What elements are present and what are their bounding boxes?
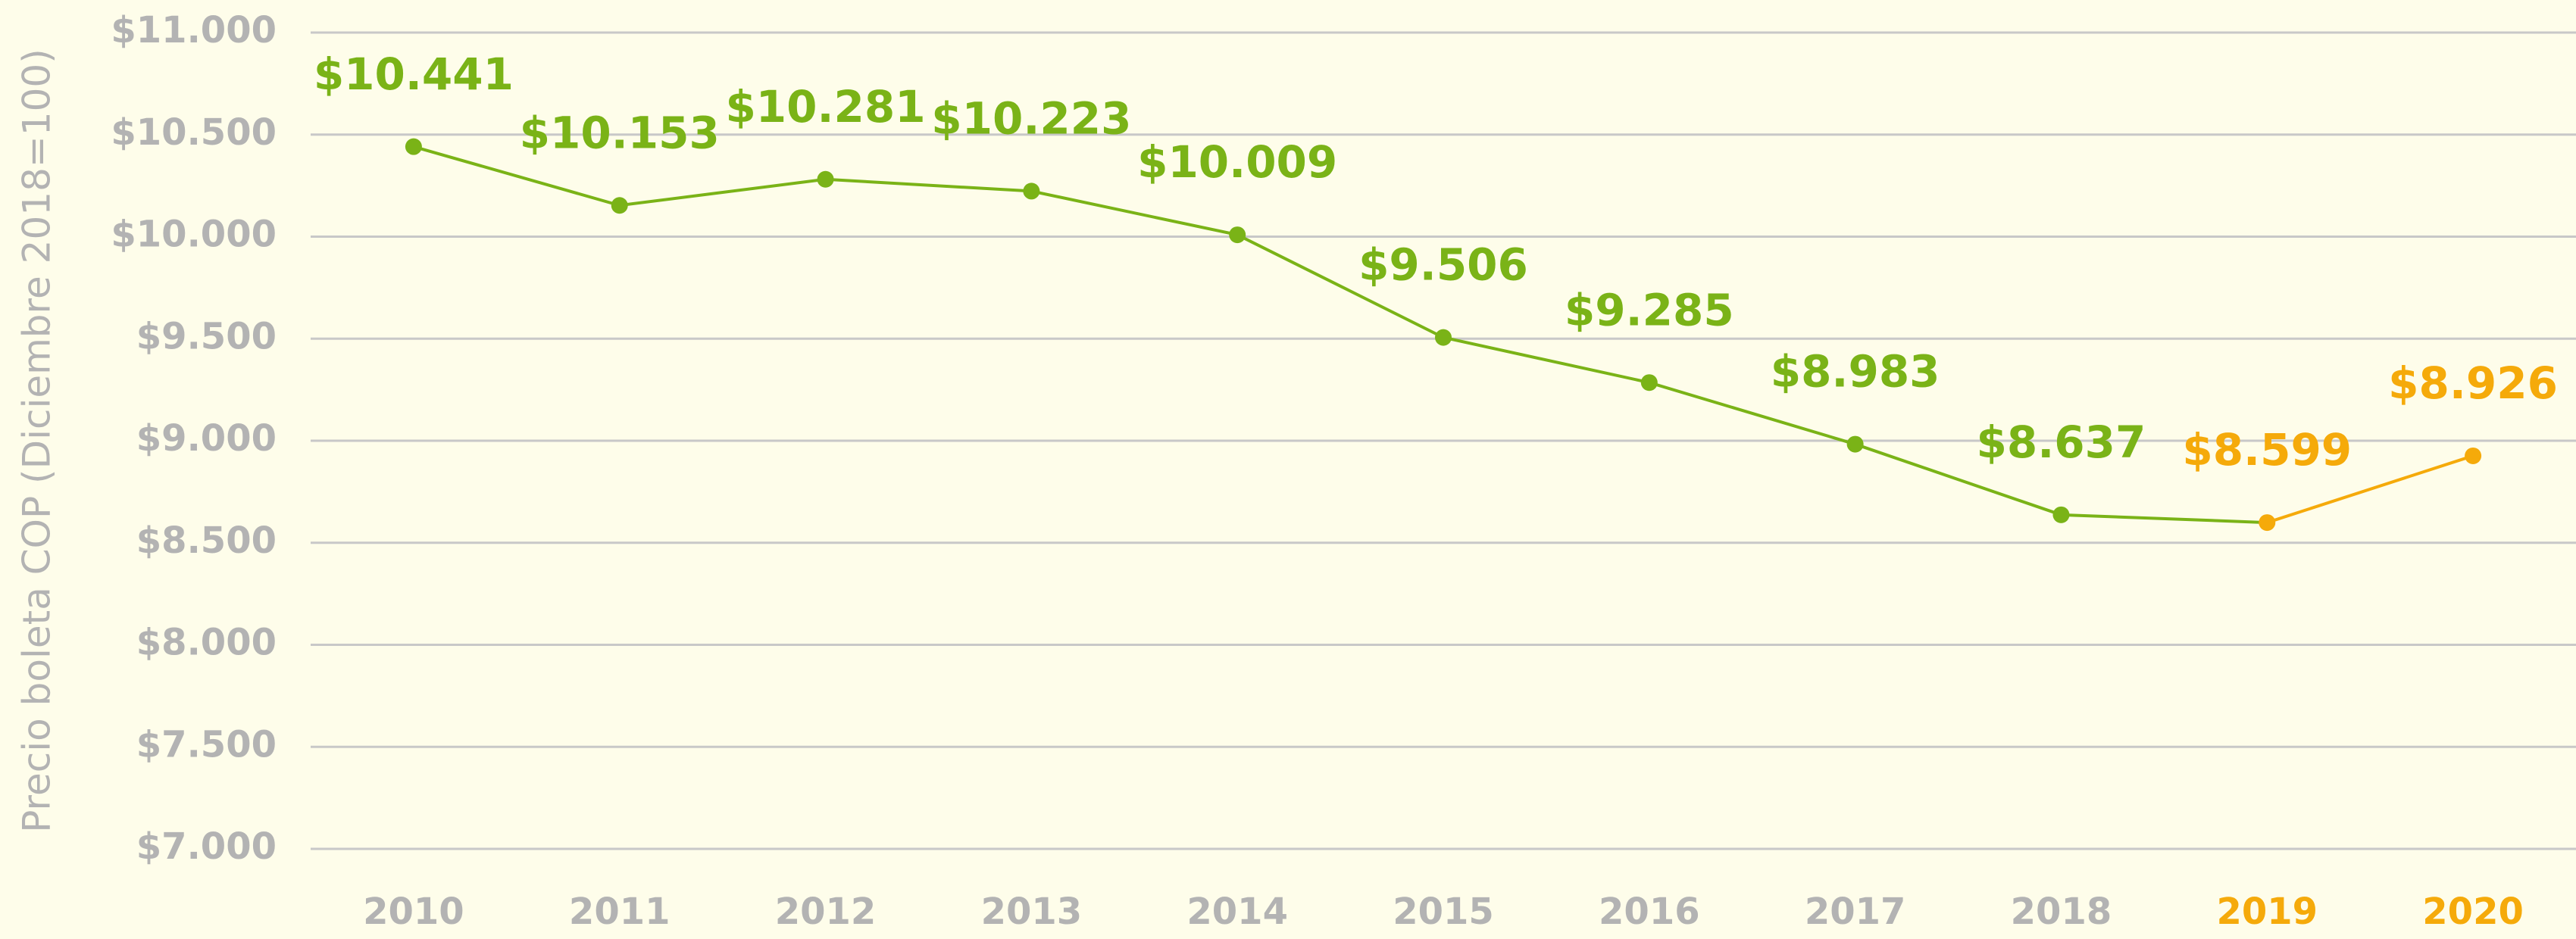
y-tick-label: $10.500 bbox=[111, 111, 277, 154]
y-tick-label: $8.000 bbox=[136, 622, 277, 664]
x-tick-label: 2014 bbox=[1186, 891, 1288, 933]
y-axis-title: Precio boleta COP (Diciembre 2018=100) bbox=[15, 48, 59, 832]
y-tick-label: $7.500 bbox=[136, 723, 277, 766]
value-label: $10.153 bbox=[520, 107, 720, 158]
value-label: $8.926 bbox=[2388, 357, 2558, 409]
x-tick-label: 2019 bbox=[2216, 891, 2318, 933]
value-label: $10.009 bbox=[1137, 136, 1337, 188]
x-tick-label: 2012 bbox=[775, 891, 877, 933]
x-tick-label: 2015 bbox=[1393, 891, 1494, 933]
value-label: $10.223 bbox=[931, 93, 1131, 145]
point bbox=[405, 138, 422, 155]
x-tick-label: 2016 bbox=[1599, 891, 1700, 933]
value-label: $8.637 bbox=[1977, 416, 2146, 468]
line bbox=[2266, 454, 2474, 524]
point bbox=[1640, 374, 1658, 392]
x-tick-label: 2020 bbox=[2422, 891, 2524, 933]
value-label: $10.441 bbox=[314, 48, 514, 100]
point bbox=[1023, 182, 1040, 200]
y-tick-label: $10.000 bbox=[111, 214, 277, 256]
point bbox=[817, 170, 834, 188]
x-tick-label: 2017 bbox=[1805, 891, 1906, 933]
value-label: $8.599 bbox=[2182, 424, 2352, 476]
value-label: $9.285 bbox=[1565, 284, 1734, 335]
line bbox=[413, 145, 2268, 525]
value-label: $10.281 bbox=[725, 81, 925, 133]
point bbox=[2259, 514, 2276, 532]
point bbox=[1229, 226, 1246, 244]
point bbox=[2465, 447, 2482, 464]
y-tick-label: $9.500 bbox=[136, 315, 277, 357]
y-tick-label: $9.000 bbox=[136, 417, 277, 460]
value-label: $8.983 bbox=[1771, 346, 1940, 398]
x-tick-label: 2010 bbox=[363, 891, 464, 933]
x-tick-label: 2013 bbox=[981, 891, 1083, 933]
x-tick-label: 2011 bbox=[569, 891, 671, 933]
y-tick-label: $8.500 bbox=[136, 519, 277, 562]
y-tick-label: $7.000 bbox=[136, 825, 277, 868]
point bbox=[2052, 506, 2070, 523]
y-tick-label: $11.000 bbox=[111, 9, 277, 51]
x-tick-label: 2018 bbox=[2011, 891, 2112, 933]
point bbox=[611, 197, 628, 214]
point bbox=[1435, 329, 1452, 346]
value-label: $9.506 bbox=[1358, 239, 1528, 291]
point bbox=[1846, 435, 1864, 453]
